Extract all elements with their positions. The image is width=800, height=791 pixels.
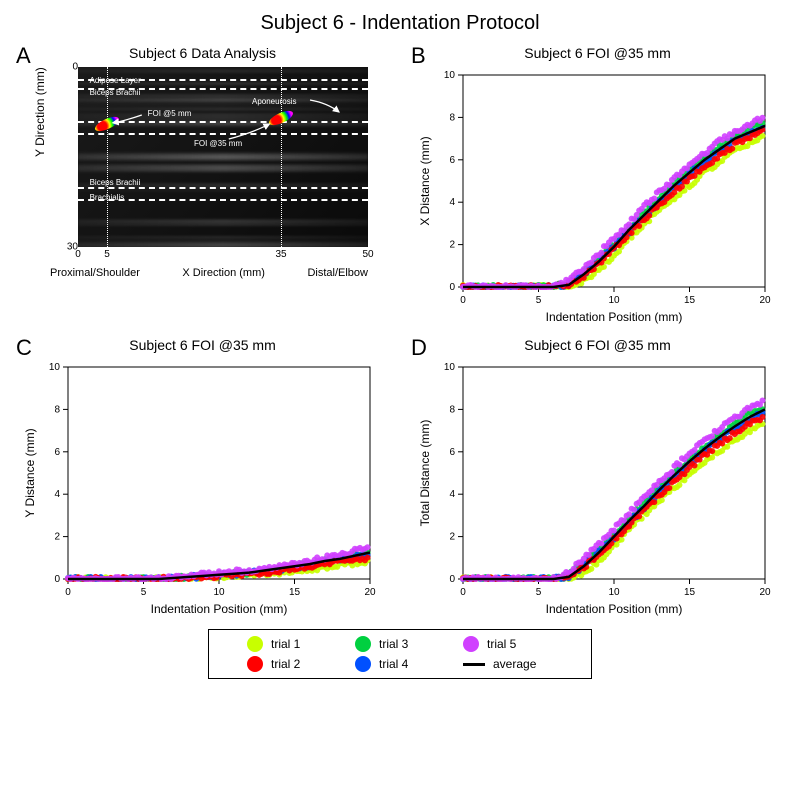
panel-a-letter: A [16, 43, 31, 69]
legend-label: trial 5 [487, 637, 516, 651]
svg-text:20: 20 [364, 587, 376, 598]
svg-text:0: 0 [54, 574, 60, 585]
panel-d-title: Subject 6 FOI @35 mm [415, 337, 780, 353]
legend-item: trial 2 [247, 656, 337, 672]
svg-text:0: 0 [449, 282, 455, 293]
ultrasound-plot: Adipose LayerBiceps BrachiiFOI @5 mmApon… [50, 67, 380, 287]
panel-b-letter: B [411, 43, 426, 69]
svg-text:5: 5 [536, 587, 542, 598]
svg-text:2: 2 [449, 240, 455, 251]
svg-text:10: 10 [608, 295, 620, 306]
svg-text:X Distance (mm): X Distance (mm) [418, 136, 432, 225]
panel-a: A Subject 6 Data Analysis Adipose LayerB… [20, 45, 385, 327]
svg-text:2: 2 [54, 532, 60, 543]
svg-text:Indentation Position (mm): Indentation Position (mm) [546, 310, 683, 324]
panel-a-xlabel-left: Proximal/Shoulder [50, 267, 140, 279]
svg-text:6: 6 [449, 155, 455, 166]
svg-text:20: 20 [759, 587, 771, 598]
svg-text:6: 6 [449, 447, 455, 458]
svg-text:10: 10 [444, 362, 456, 373]
svg-text:8: 8 [449, 112, 455, 123]
panel-d-chart: 0 5 10 15 20 0 2 4 6 8 10 Indentation Position (mm)… [415, 359, 775, 619]
panel-c-chart: 0 5 10 15 20 0 2 4 6 8 10 Indentation Position (mm)… [20, 359, 380, 619]
legend-label: trial 2 [271, 657, 300, 671]
svg-text:15: 15 [684, 295, 696, 306]
panel-b: B Subject 6 FOI @35 mm 051015200246810In… [415, 45, 780, 327]
legend-item: trial 5 [463, 636, 553, 652]
svg-text:8: 8 [54, 404, 60, 415]
svg-text:6: 6 [54, 447, 60, 458]
svg-text:4: 4 [449, 197, 455, 208]
svg-text:0: 0 [460, 587, 466, 598]
svg-text:5: 5 [536, 295, 542, 306]
panel-a-xlabel-center: X Direction (mm) [182, 267, 265, 279]
legend-item: trial 3 [355, 636, 445, 652]
panel-a-xlabel-right: Distal/Elbow [307, 267, 368, 279]
legend-item: trial 4 [355, 656, 445, 672]
svg-text:10: 10 [444, 70, 456, 81]
svg-text:5: 5 [141, 587, 147, 598]
legend-label: trial 4 [379, 657, 408, 671]
svg-text:10: 10 [49, 362, 61, 373]
page-title: Subject 6 - Indentation Protocol [20, 12, 780, 35]
svg-text:10: 10 [213, 587, 225, 598]
svg-text:0: 0 [460, 295, 466, 306]
panel-c: C Subject 6 FOI @35 mm 051015200246810In… [20, 337, 385, 619]
svg-text:0: 0 [65, 587, 71, 598]
panel-a-xlabel-row: Proximal/Shoulder X Direction (mm) Dista… [50, 267, 368, 279]
legend-label: trial 3 [379, 637, 408, 651]
legend-label: trial 1 [271, 637, 300, 651]
svg-text:20: 20 [759, 295, 771, 306]
svg-text:2: 2 [449, 532, 455, 543]
svg-text:Total Distance (mm): Total Distance (mm) [418, 420, 432, 527]
svg-text:0: 0 [449, 574, 455, 585]
panel-c-title: Subject 6 FOI @35 mm [20, 337, 385, 353]
svg-text:15: 15 [289, 587, 301, 598]
svg-text:15: 15 [684, 587, 696, 598]
svg-text:4: 4 [449, 489, 455, 500]
panel-c-letter: C [16, 335, 32, 361]
svg-text:4: 4 [54, 489, 60, 500]
panel-a-ylabel: Y Direction (mm) [33, 67, 47, 157]
panel-d-letter: D [411, 335, 427, 361]
svg-text:Indentation Position (mm): Indentation Position (mm) [151, 602, 288, 616]
legend-label: average [493, 657, 536, 671]
panel-a-title: Subject 6 Data Analysis [20, 45, 385, 61]
svg-text:Indentation Position (mm): Indentation Position (mm) [546, 602, 683, 616]
panel-b-chart: 0 5 10 15 20 0 2 4 6 8 10 Indentation Position (mm)… [415, 67, 775, 327]
svg-text:Y Distance (mm): Y Distance (mm) [23, 428, 37, 517]
panel-d: D Subject 6 FOI @35 mm 051015200246810In… [415, 337, 780, 619]
legend-item: average [463, 656, 553, 672]
svg-text:10: 10 [608, 587, 620, 598]
svg-text:8: 8 [449, 404, 455, 415]
ultrasound-image: Adipose LayerBiceps BrachiiFOI @5 mmApon… [78, 67, 368, 247]
legend-item: trial 1 [247, 636, 337, 652]
panel-b-title: Subject 6 FOI @35 mm [415, 45, 780, 61]
legend: trial 1 trial 3 trial 5 trial 2 trial 4 avera… [208, 629, 592, 679]
